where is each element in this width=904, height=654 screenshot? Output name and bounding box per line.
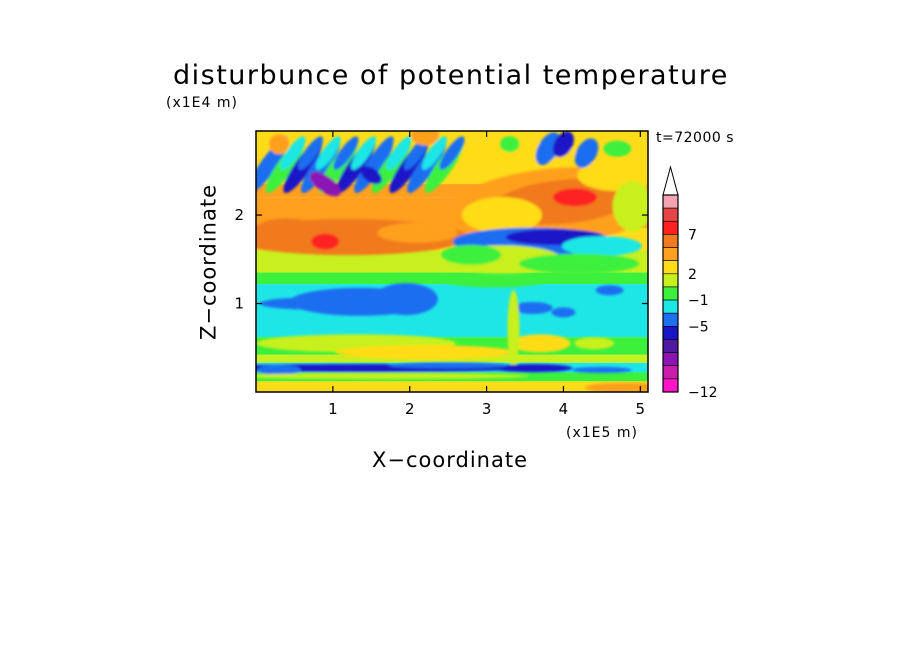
field-blob	[411, 131, 440, 146]
x-axis-ticks: 1 2 3 4 5	[328, 131, 645, 418]
field-blob	[574, 138, 599, 168]
field-blob	[315, 136, 341, 170]
field-blob	[257, 364, 302, 375]
field-blob	[595, 285, 624, 296]
x-tick-label: 3	[482, 400, 492, 418]
colorbar-swatch	[662, 273, 679, 288]
chart-title: disturbunce of potential temperature	[173, 60, 729, 91]
field-blob	[309, 171, 341, 197]
field-blob	[333, 136, 359, 170]
colorbar-swatch	[662, 207, 679, 222]
plot-frame	[255, 130, 649, 393]
colorbar-swatch	[662, 312, 679, 327]
heatmap-field	[256, 131, 648, 392]
x-tick-label: 5	[636, 400, 646, 418]
field-blob	[561, 236, 642, 257]
field-blob	[507, 290, 520, 371]
colorbar-label: 2	[688, 267, 697, 283]
colorbar-frame	[662, 194, 679, 393]
field-blob	[492, 364, 573, 373]
colorbar-swatch	[662, 247, 679, 261]
field-blob	[335, 345, 516, 360]
field-blob	[510, 334, 571, 353]
x-axis-unit: (x1E5 m)	[566, 425, 638, 441]
field-blob	[552, 131, 574, 158]
field-blob	[499, 136, 520, 153]
x-axis-label: X−coordinate	[372, 448, 528, 472]
field-blob	[280, 136, 306, 170]
colorbar-arrow	[662, 165, 679, 196]
colorbar-swatch	[662, 220, 679, 235]
field-blob	[298, 136, 324, 170]
field-blob	[256, 373, 529, 380]
colorbar-swatch	[662, 194, 679, 209]
colorbar-label: −12	[688, 385, 718, 401]
field-blob	[311, 233, 340, 250]
y-axis-ticks: 12	[234, 206, 648, 313]
field-blob	[269, 134, 290, 155]
field-blob	[518, 253, 639, 274]
field-blob	[373, 283, 438, 316]
y-tick-label: 1	[234, 295, 244, 313]
colorbar-swatch	[662, 352, 679, 367]
x-tick-label: 4	[559, 400, 569, 418]
field-features	[256, 131, 648, 392]
field-blob	[444, 275, 545, 288]
field-blob	[360, 166, 382, 185]
colorbar-swatch	[662, 286, 679, 301]
y-axis-unit: (x1E4 m)	[166, 95, 238, 111]
field-blob	[259, 297, 360, 310]
field-blob	[461, 197, 542, 234]
field-blob	[256, 218, 317, 239]
colorbar-swatch	[662, 299, 679, 314]
colorbar-swatch	[662, 378, 679, 393]
field-blob	[535, 132, 561, 166]
x-tick-label: 2	[405, 400, 415, 418]
colorbar-swatch	[662, 339, 679, 353]
colorbar-label: −1	[688, 293, 709, 309]
field-blob	[552, 188, 597, 207]
field-blob	[351, 136, 377, 170]
field-blob	[388, 362, 509, 369]
field-blob	[584, 382, 648, 392]
field-blob	[386, 136, 412, 170]
time-label: t=72000 s	[656, 130, 734, 146]
colorbar-swatch	[662, 234, 679, 248]
colorbar: 7 2 −1 −5 −12	[662, 165, 718, 401]
y-tick-label: 2	[234, 206, 244, 224]
colorbar-swatch	[662, 326, 679, 340]
field-blob	[439, 136, 465, 170]
field-blob	[551, 307, 576, 318]
colorbar-swatch	[662, 365, 679, 380]
field-band	[256, 381, 648, 392]
field-blob	[368, 136, 394, 170]
colorbar-label: 7	[688, 227, 697, 243]
field-blob	[612, 181, 648, 232]
field-blob	[574, 337, 615, 350]
field-blob	[441, 244, 502, 265]
field-blob	[571, 366, 632, 373]
field-blob	[377, 222, 458, 243]
colorbar-swatch	[662, 260, 679, 275]
field-blob	[512, 301, 553, 314]
colorbar-label: −5	[688, 319, 709, 335]
field-blob	[603, 140, 632, 157]
x-tick-label: 1	[328, 400, 338, 418]
field-blob	[421, 136, 447, 170]
